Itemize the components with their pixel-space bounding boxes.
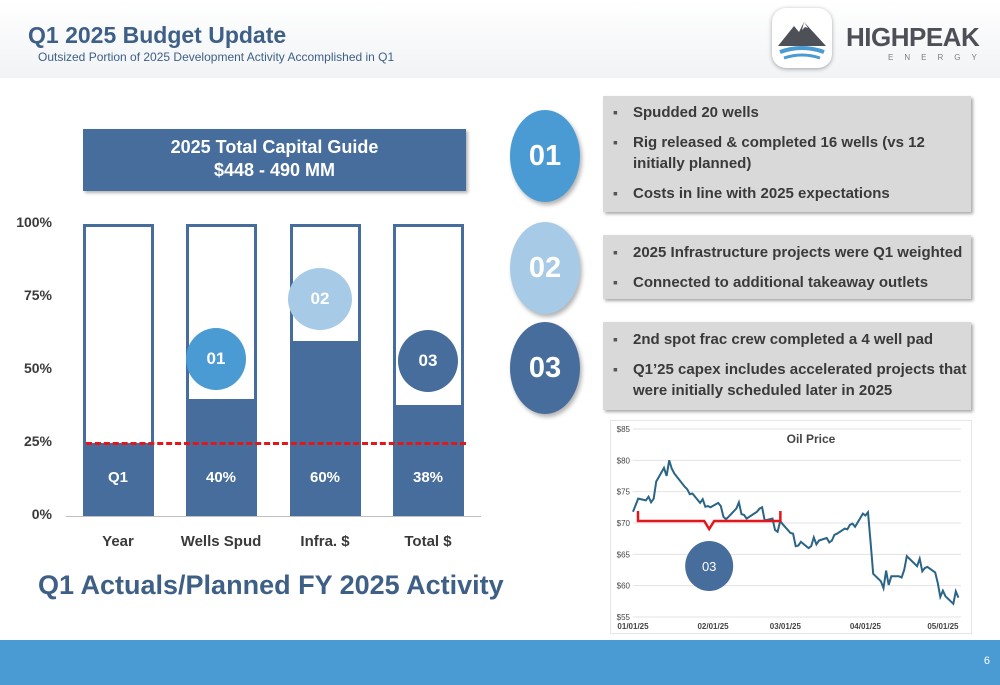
- page-subtitle: Outsized Portion of 2025 Development Act…: [38, 50, 395, 64]
- logo-name: HIGHPEAK: [846, 22, 980, 52]
- y-tick-label: 0%: [31, 506, 52, 522]
- x-category-label: Infra. $: [300, 533, 350, 550]
- oil-chart-title: Oil Price: [787, 432, 836, 446]
- section-number-01: 01: [510, 110, 580, 202]
- x-tick-label: 02/01/25: [697, 622, 729, 631]
- x-tick-label: 01/01/25: [617, 622, 649, 631]
- bar-year: Q1: [83, 224, 154, 516]
- x-category-label: Wells Spud: [180, 533, 262, 550]
- footer-bar: [0, 640, 1000, 685]
- oil-price-line: [632, 460, 960, 606]
- oil-price-plot: $55 $60 $65 $70 $75 $80 $85 01/01/25 02/01/25 03/…: [617, 425, 961, 631]
- bar-data-label: 60%: [309, 469, 341, 486]
- header-background: [0, 0, 1000, 78]
- x-tick-label: 05/01/25: [927, 622, 959, 631]
- bar-fill: [393, 405, 464, 516]
- bar-data-label: 38%: [412, 469, 444, 486]
- bar-chart-title: Q1 Actuals/Planned FY 2025 Activity: [38, 570, 504, 600]
- bar-fill: [186, 399, 257, 516]
- oil-price-chart: $55 $60 $65 $70 $75 $80 $85 01/01/25 02/01/25 03/…: [610, 420, 972, 634]
- bullet-item: Spudded 20 wells: [603, 102, 971, 123]
- x-tick-label: 04/01/25: [850, 622, 882, 631]
- y-tick-label: $80: [617, 456, 631, 465]
- bullet-panel-03: 2nd spot frac crew completed a 4 well pa…: [603, 322, 971, 410]
- bullet-item: Rig released & completed 16 wells (vs 12…: [603, 132, 971, 174]
- y-tick-label: 75%: [23, 287, 52, 303]
- page-title: Q1 2025 Budget Update: [28, 22, 287, 48]
- marker-bubble-03: [685, 541, 734, 591]
- bar-data-label: 40%: [205, 469, 237, 486]
- y-tick-label: $85: [617, 425, 631, 434]
- bullet-item: Costs in line with 2025 expectations: [603, 183, 971, 204]
- y-tick-label: 100%: [16, 214, 52, 230]
- bullet-item: Connected to additional takeaway outlets: [603, 272, 971, 293]
- bullet-item: Q1’25 capex includes accelerated project…: [603, 359, 971, 401]
- marker-bubble-label: 03: [702, 559, 716, 574]
- x-axis-line: [66, 516, 481, 517]
- section-number-02: 02: [510, 222, 580, 314]
- bullet-item: 2nd spot frac crew completed a 4 well pa…: [603, 329, 971, 350]
- bar-fill: [290, 341, 361, 516]
- page-number: 6: [983, 655, 990, 667]
- bar-data-label: Q1: [107, 469, 128, 486]
- capital-guide-title: 2025 Total Capital Guide: [170, 137, 379, 157]
- y-tick-label: $65: [617, 550, 631, 559]
- section-number-03: 03: [510, 322, 580, 414]
- mountain-logo-icon: [772, 8, 832, 68]
- y-tick-label: 50%: [23, 360, 52, 376]
- company-logo: HIGHPEAK ENERGY: [772, 8, 982, 68]
- y-tick-label: 25%: [23, 433, 52, 449]
- bar-fill: [83, 443, 154, 516]
- capital-guide-range: $448 - 490 MM: [213, 160, 336, 180]
- bullet-item: 2025 Infrastructure projects were Q1 wei…: [603, 242, 971, 263]
- marker-bubble-01: 01: [186, 328, 246, 390]
- y-tick-label: $75: [617, 488, 631, 497]
- y-tick-label: $70: [617, 519, 631, 528]
- marker-bubble-02: 02: [288, 268, 352, 330]
- x-category-label: Total $: [404, 533, 452, 550]
- bullet-panel-02: 2025 Infrastructure projects were Q1 wei…: [603, 235, 971, 299]
- x-category-label: Year: [102, 533, 134, 550]
- bullet-panel-01: Spudded 20 wells Rig released & complete…: [603, 96, 971, 212]
- logo-subtitle: ENERGY: [888, 53, 988, 62]
- y-tick-label: $60: [617, 582, 631, 591]
- x-tick-label: 03/01/25: [770, 622, 802, 631]
- marker-bubble-03: 03: [398, 330, 458, 392]
- capital-guide-box: 2025 Total Capital Guide $448 - 490 MM: [83, 129, 466, 191]
- y-tick-label: $55: [617, 613, 631, 622]
- q1-brace: [636, 511, 782, 532]
- q1-reference-line: [86, 442, 466, 445]
